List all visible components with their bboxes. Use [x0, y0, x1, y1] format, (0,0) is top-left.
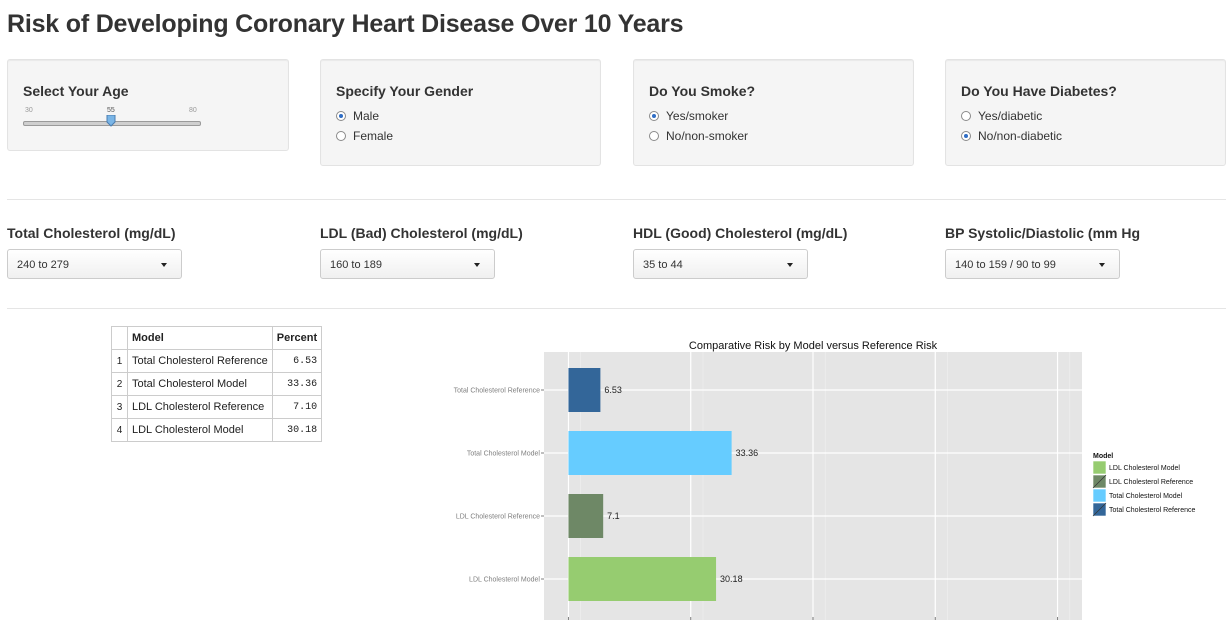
- row-index: 4: [111, 418, 128, 442]
- smoke-option-label: Yes/smoker: [666, 109, 729, 123]
- radio-button[interactable]: [336, 131, 346, 141]
- chart-panel: [544, 352, 1082, 620]
- age-min-label: 30: [25, 107, 33, 114]
- blood-pressure-select[interactable]: 140 to 159 / 90 to 99: [945, 249, 1120, 279]
- data-label: 30.18: [720, 574, 743, 584]
- legend-swatch: [1092, 502, 1107, 517]
- ldl-cholesterol-label: LDL (Bad) Cholesterol (mg/dL): [320, 225, 523, 241]
- legend-entry-label: Total Cholesterol Reference: [1109, 507, 1195, 514]
- radio-button[interactable]: [961, 131, 971, 141]
- hdl-cholesterol-select[interactable]: 35 to 44: [633, 249, 808, 279]
- smoke-option-no[interactable]: No/non-smoker: [649, 129, 748, 143]
- table-header-model: Model: [127, 326, 273, 350]
- table-row: 3 LDL Cholesterol Reference 7.10: [111, 395, 323, 419]
- gender-panel: Specify Your Gender Male Female: [320, 59, 601, 166]
- y-tick-label: LDL Cholesterol Reference: [456, 514, 540, 521]
- y-tick-label: Total Cholesterol Reference: [454, 388, 540, 395]
- table-header-index: [111, 326, 128, 350]
- radio-button[interactable]: [961, 111, 971, 121]
- gender-label: Specify Your Gender: [336, 83, 474, 99]
- smoke-panel: Do You Smoke? Yes/smoker No/non-smoker: [633, 59, 914, 166]
- gender-option-label: Female: [353, 129, 394, 143]
- smoke-option-yes[interactable]: Yes/smoker: [649, 109, 728, 123]
- data-label: 6.53: [604, 385, 622, 395]
- caret-down-icon: [787, 263, 793, 267]
- divider: [7, 199, 1226, 200]
- gender-option-female[interactable]: Female: [336, 129, 393, 143]
- age-panel: Select Your Age 30 55 80: [7, 59, 289, 151]
- row-percent: 6.53: [271, 349, 323, 373]
- ldl-cholesterol-select[interactable]: 160 to 189: [320, 249, 495, 279]
- caret-down-icon: [1099, 263, 1105, 267]
- radio-button[interactable]: [649, 111, 659, 121]
- age-label: Select Your Age: [23, 83, 129, 99]
- row-model: LDL Cholesterol Reference: [127, 395, 273, 419]
- diabetes-option-label: No/non-diabetic: [978, 129, 1063, 143]
- diabetes-option-no[interactable]: No/non-diabetic: [961, 129, 1062, 143]
- table-row: 1 Total Cholesterol Reference 6.53: [111, 349, 323, 373]
- gender-option-male[interactable]: Male: [336, 109, 379, 123]
- hdl-cholesterol-value: 35 to 44: [643, 259, 683, 271]
- legend-swatch: [1092, 488, 1107, 503]
- row-percent: 33.36: [271, 372, 323, 396]
- divider: [7, 308, 1226, 309]
- age-value-label: 55: [107, 107, 115, 114]
- hdl-cholesterol-label: HDL (Good) Cholesterol (mg/dL): [633, 225, 848, 241]
- legend-swatch: [1092, 460, 1107, 475]
- row-percent: 7.10: [271, 395, 323, 419]
- legend-title: Model: [1093, 453, 1113, 460]
- smoke-option-label: No/non-smoker: [666, 129, 749, 143]
- page-title: Risk of Developing Coronary Heart Diseas…: [7, 10, 684, 38]
- total-cholesterol-select[interactable]: 240 to 279: [7, 249, 182, 279]
- radio-button[interactable]: [336, 111, 346, 121]
- legend-swatch-slash: [1092, 474, 1107, 489]
- y-tick-label: Total Cholesterol Model: [467, 451, 541, 458]
- row-percent: 30.18: [271, 418, 323, 442]
- total-cholesterol-label: Total Cholesterol (mg/dL): [7, 225, 176, 241]
- age-slider-handle[interactable]: [106, 115, 116, 127]
- diabetes-option-yes[interactable]: Yes/diabetic: [961, 109, 1042, 123]
- caret-down-icon: [474, 263, 480, 267]
- age-max-label: 80: [189, 107, 197, 114]
- diabetes-panel: Do You Have Diabetes? Yes/diabetic No/no…: [945, 59, 1226, 166]
- total-cholesterol-value: 240 to 279: [17, 259, 69, 271]
- diabetes-option-label: Yes/diabetic: [978, 109, 1043, 123]
- legend-entry-label: LDL Cholesterol Model: [1109, 465, 1180, 472]
- blood-pressure-value: 140 to 159 / 90 to 99: [955, 259, 1056, 271]
- diabetes-label: Do You Have Diabetes?: [961, 83, 1117, 99]
- radio-button[interactable]: [649, 131, 659, 141]
- table-header-row: Model Percent: [111, 326, 323, 350]
- chart-bar: [568, 431, 732, 475]
- y-tick-label: LDL Cholesterol Model: [469, 577, 540, 584]
- blood-pressure-label: BP Systolic/Diastolic (mm Hg: [945, 225, 1141, 241]
- row-model: LDL Cholesterol Model: [127, 418, 273, 442]
- legend-entry-label: LDL Cholesterol Reference: [1109, 479, 1193, 486]
- smoke-label: Do You Smoke?: [649, 83, 756, 99]
- row-index: 1: [111, 349, 128, 373]
- legend-entry-label: Total Cholesterol Model: [1109, 493, 1183, 500]
- risk-table: Model Percent 1 Total Cholesterol Refere…: [111, 326, 323, 442]
- legend-swatch-slash: [1092, 502, 1107, 517]
- table-row: 4 LDL Cholesterol Model 30.18: [111, 418, 323, 442]
- legend-swatch: [1092, 474, 1107, 489]
- caret-down-icon: [161, 263, 167, 267]
- chart-bar: [568, 557, 717, 601]
- data-label: 33.36: [736, 448, 759, 458]
- table-row: 2 Total Cholesterol Model 33.36: [111, 372, 323, 396]
- row-index: 3: [111, 395, 128, 419]
- row-model: Total Cholesterol Model: [127, 372, 273, 396]
- chart-bar: [568, 494, 604, 538]
- row-index: 2: [111, 372, 128, 396]
- gender-option-label: Male: [353, 109, 380, 123]
- row-model: Total Cholesterol Reference: [127, 349, 273, 373]
- table-header-percent: Percent: [271, 326, 323, 350]
- ldl-cholesterol-value: 160 to 189: [330, 259, 382, 271]
- data-label: 7.1: [607, 511, 620, 521]
- chart-bar: [568, 368, 601, 412]
- chart-title: Comparative Risk by Model versus Referen…: [689, 340, 938, 352]
